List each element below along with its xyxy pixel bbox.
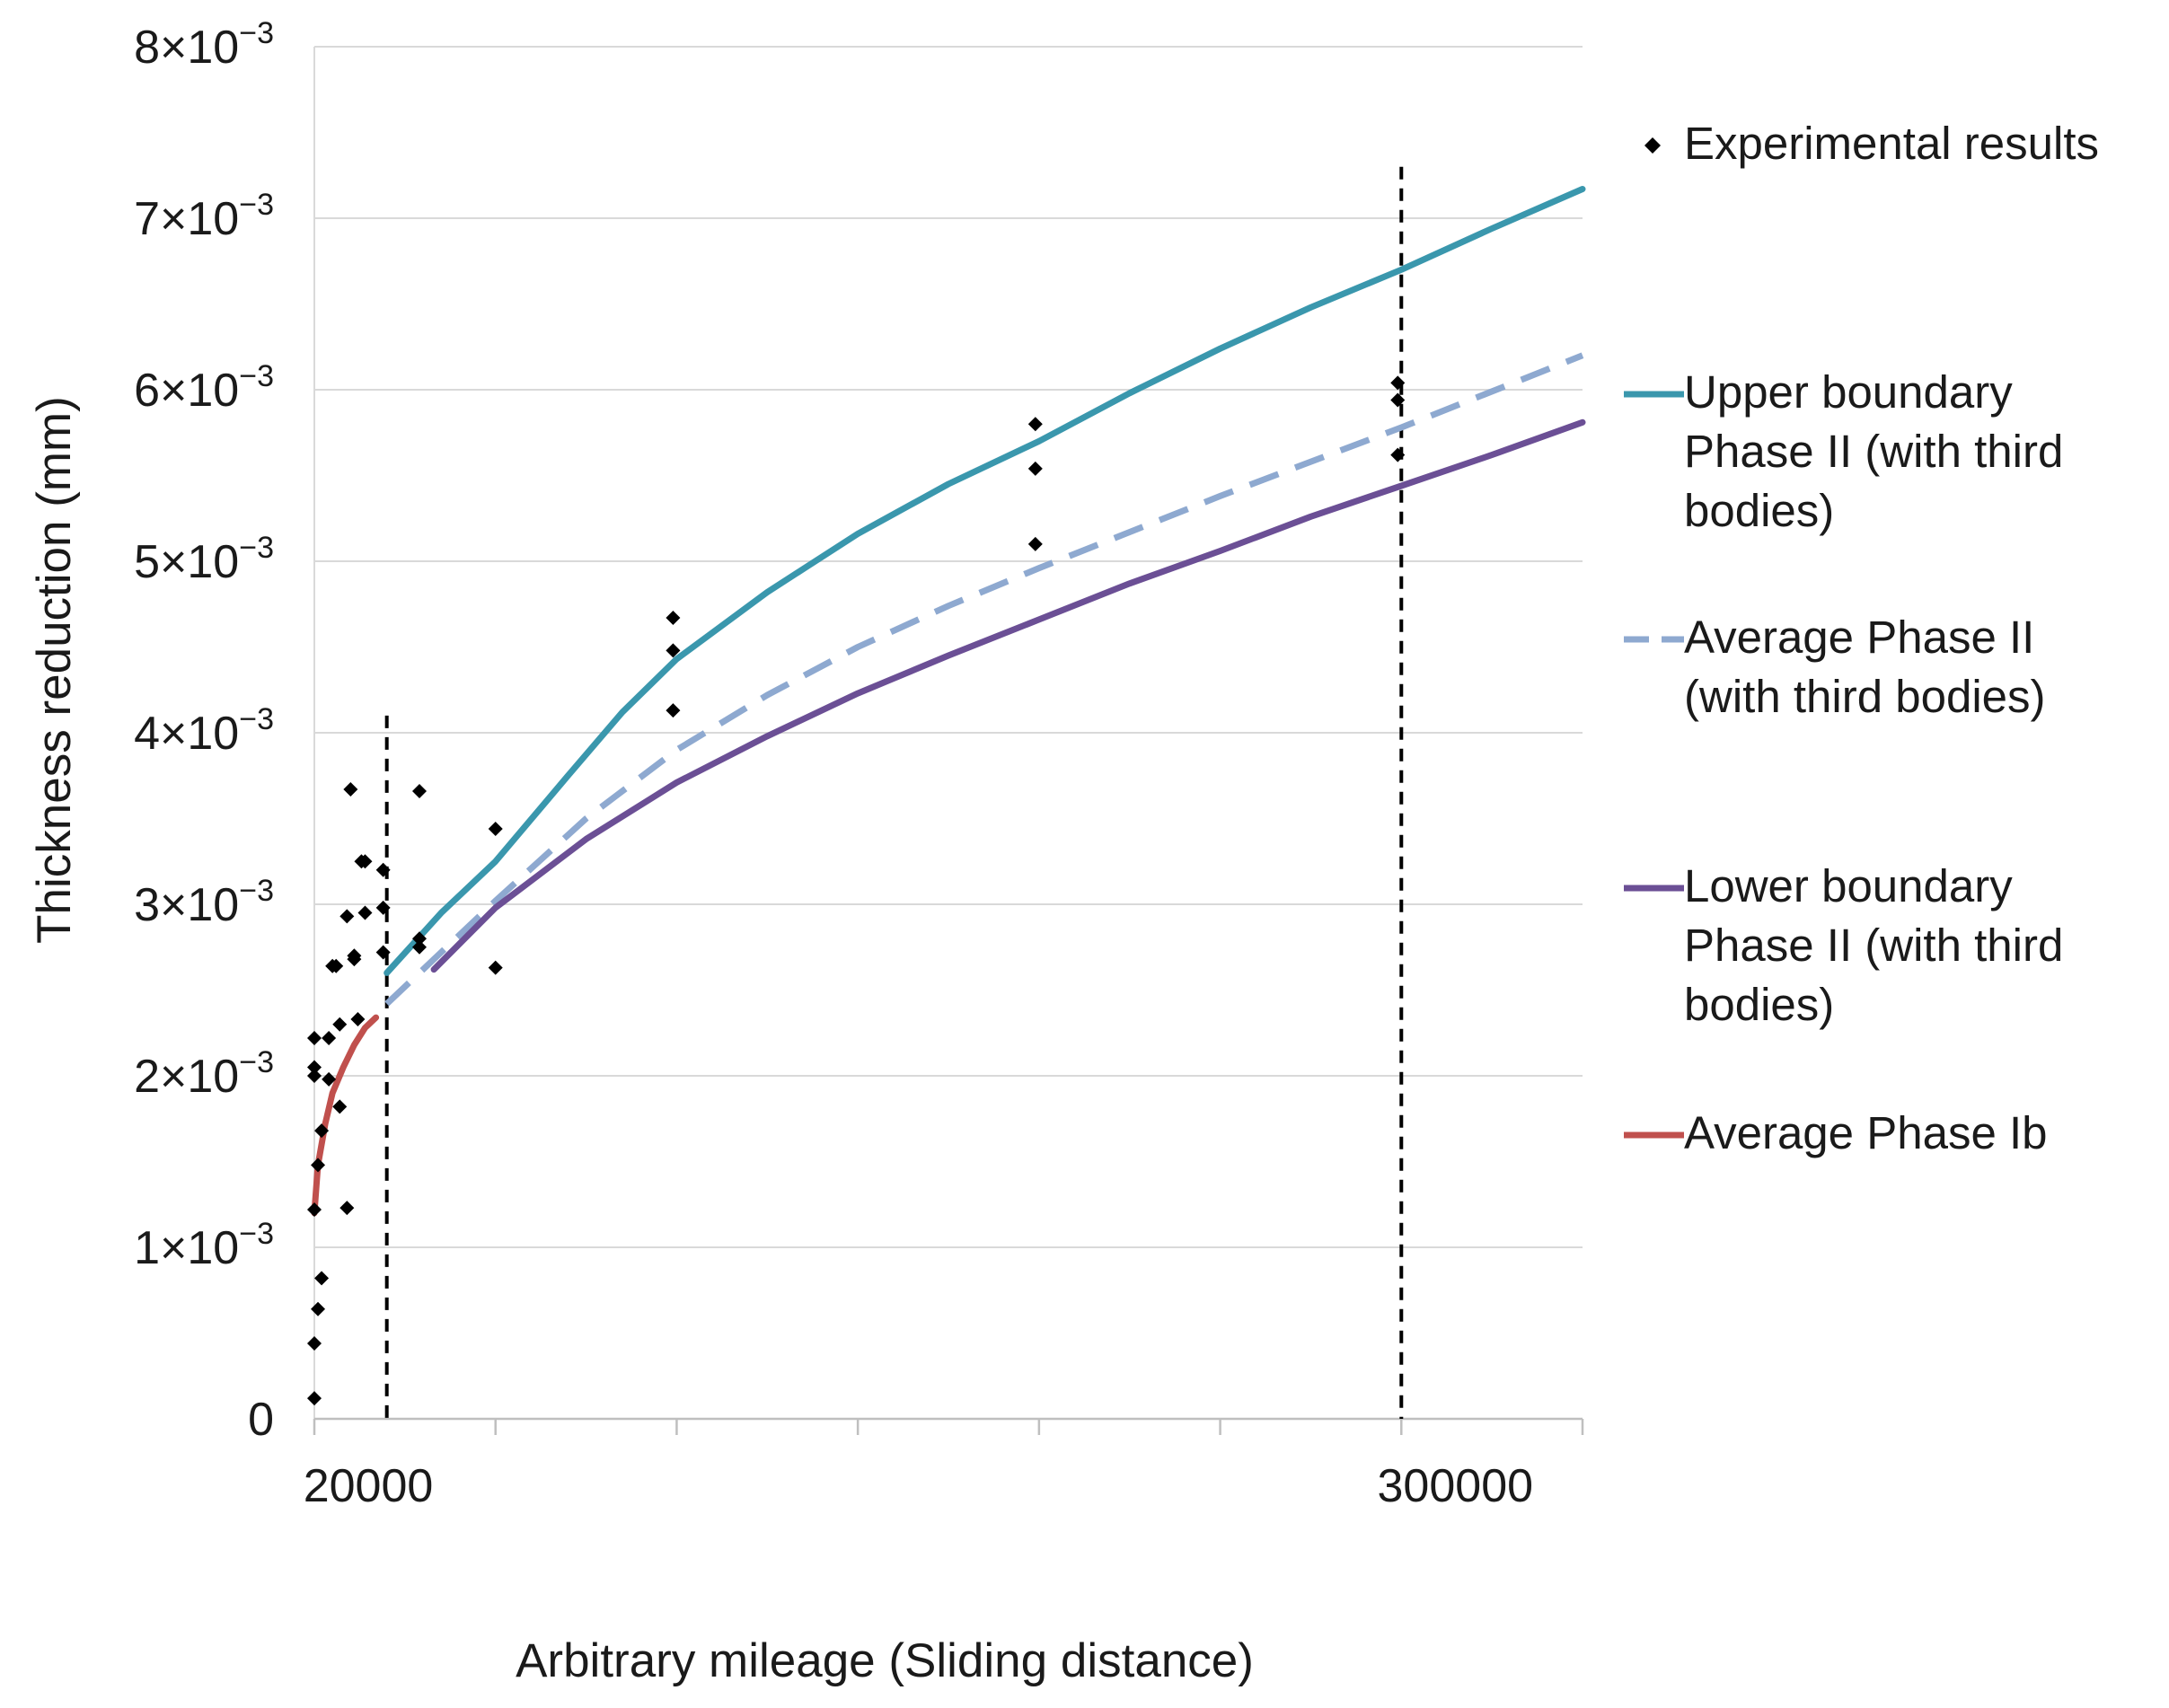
y-tick-mantissa: 2×10 [134, 1051, 239, 1103]
y-tick-mantissa: 7×10 [134, 193, 239, 245]
scatter-point [307, 1335, 322, 1351]
x-axis-title: Arbitrary mileage (Sliding distance) [516, 1634, 1254, 1687]
y-tick-exponent: −3 [239, 16, 274, 50]
scatter-point [322, 1030, 337, 1045]
scatter-point [307, 1069, 322, 1083]
legend-label-line: Experimental results [1684, 118, 2099, 169]
scatter-point [343, 782, 358, 797]
y-tick-label: 2×10−3 [134, 1045, 274, 1103]
scatter-point [332, 1017, 348, 1032]
y-tick-mantissa: 6×10 [134, 365, 239, 417]
scatter-point [1027, 461, 1043, 476]
scatter-point [488, 960, 503, 975]
scatter-point [307, 1030, 322, 1045]
y-tick-exponent: −3 [239, 531, 274, 565]
y-tick-exponent: −3 [239, 1217, 274, 1251]
scatter-point [307, 1391, 322, 1406]
scatter-points-layer [307, 375, 1406, 1406]
scatter-point [357, 854, 373, 869]
series-line [384, 352, 1584, 1007]
scatter-point [411, 931, 427, 946]
series-line [430, 418, 1586, 973]
scatter-point [488, 821, 503, 836]
scatter-point [314, 1271, 330, 1286]
scatter-point [375, 900, 391, 915]
y-tick-mantissa: 4×10 [134, 708, 239, 760]
y-tick-mantissa: 3×10 [134, 879, 239, 931]
legend-label-line: (with third bodies) [1684, 671, 2046, 722]
scatter-point [1390, 392, 1406, 408]
scatter-point [1390, 447, 1406, 462]
legend-label-line: Phase II (with third [1684, 426, 2063, 477]
scatter-point [307, 1060, 322, 1075]
legend-label-line: Lower boundary [1684, 860, 2013, 911]
y-tick-label: 5×10−3 [134, 531, 274, 588]
y-tick-exponent: −3 [239, 359, 274, 393]
legend-label-line: Upper boundary [1684, 366, 2013, 418]
scatter-point [666, 643, 681, 658]
y-tick-exponent: −3 [239, 702, 274, 736]
y-tick-exponent: −3 [239, 188, 274, 222]
legend: Experimental results Upper boundary Phase … [1624, 118, 2099, 1158]
x-tick-label: 300000 [1378, 1460, 1534, 1512]
legend-label-line: bodies) [1684, 979, 1834, 1030]
y-axis-title: Thickness reduction (mm) [28, 396, 81, 944]
vertical-marker-layer [384, 166, 1404, 1419]
scatter-point [1027, 417, 1043, 432]
y-tick-mantissa: 1×10 [134, 1222, 239, 1274]
scatter-point [357, 905, 373, 920]
grid-layer [314, 46, 1583, 1248]
y-tick-mantissa: 0 [248, 1394, 274, 1446]
y-tick-mantissa: 8×10 [134, 22, 239, 74]
y-tick-label: 6×10−3 [134, 359, 274, 417]
y-tick-label: 1×10−3 [134, 1217, 274, 1274]
scatter-point [311, 1158, 326, 1173]
series-line [311, 1014, 380, 1217]
y-tick-label: 3×10−3 [134, 874, 274, 931]
scatter-point [350, 1011, 366, 1026]
scatter-point [347, 948, 362, 964]
scatter-point [666, 611, 681, 626]
scatter-point [411, 939, 427, 955]
scatter-point [307, 1202, 322, 1217]
y-tick-label: 7×10−3 [134, 188, 274, 245]
scatter-point [1027, 536, 1043, 551]
scatter-point [322, 1071, 337, 1087]
legend-marker-diamond [1644, 137, 1661, 154]
scatter-point [1390, 375, 1406, 391]
scatter-point [375, 945, 391, 960]
y-tick-label: 0 [248, 1394, 274, 1446]
y-tick-mantissa: 5×10 [134, 536, 239, 588]
scatter-point [329, 958, 344, 973]
axis-layer [313, 47, 1584, 1435]
scatter-point [375, 862, 391, 877]
scatter-point [311, 1301, 326, 1316]
y-tick-label: 4×10−3 [134, 702, 274, 760]
x-tick-label: 20000 [304, 1460, 434, 1512]
series-line [384, 186, 1586, 976]
scatter-point [339, 1201, 355, 1216]
scatter-point [332, 1099, 348, 1114]
series-layer [311, 186, 1586, 1217]
legend-label-line: Phase II (with third [1684, 920, 2063, 971]
legend-label-line: bodies) [1684, 485, 1834, 536]
scatter-point [666, 703, 681, 718]
y-tick-exponent: −3 [239, 874, 274, 908]
legend-label-line: Average Phase Ib [1684, 1107, 2048, 1158]
legend-label-line: Average Phase II [1684, 612, 2034, 663]
scatter-point [314, 1123, 330, 1139]
axis-labels-layer: Arbitrary mileage (Sliding distance) Thi… [28, 16, 1533, 1687]
scatter-point [411, 783, 427, 798]
y-tick-label: 8×10−3 [134, 16, 274, 74]
y-tick-exponent: −3 [239, 1045, 274, 1079]
scatter-point [339, 909, 355, 924]
